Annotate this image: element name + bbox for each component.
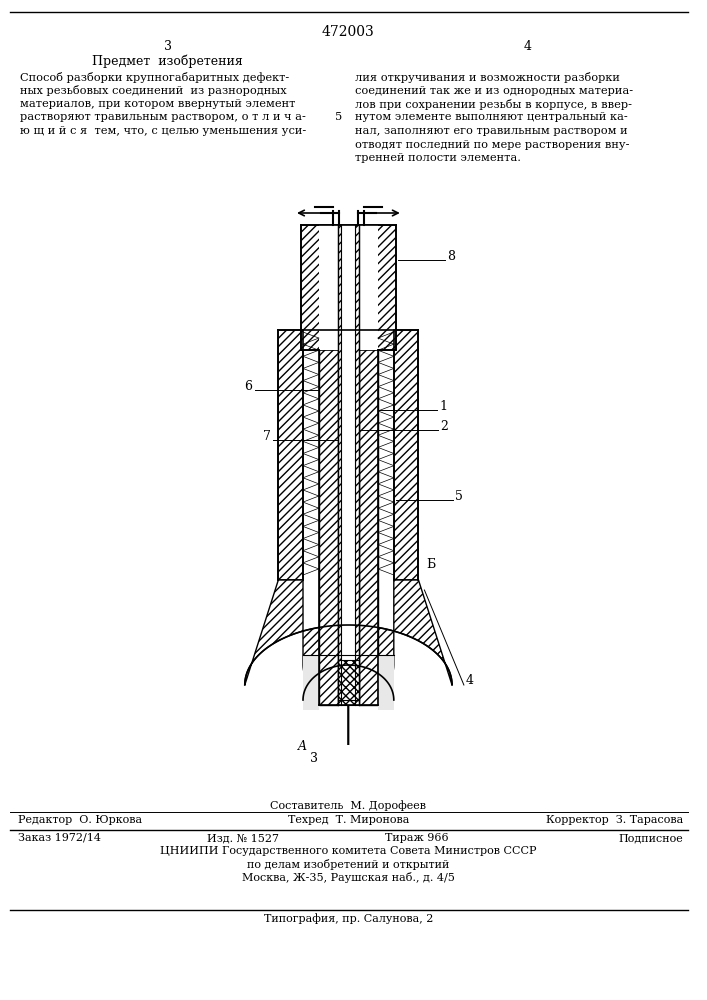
Text: ЦНИИПИ Государственного комитета Совета Министров СССР: ЦНИИПИ Государственного комитета Совета …: [160, 846, 537, 856]
Polygon shape: [319, 225, 337, 350]
Text: Изд. № 1527: Изд. № 1527: [207, 833, 279, 843]
Text: Предмет  изобретения: Предмет изобретения: [93, 54, 243, 68]
Polygon shape: [245, 580, 349, 745]
Text: Подписное: Подписное: [618, 833, 683, 843]
Polygon shape: [279, 330, 303, 580]
Text: 2: 2: [440, 420, 448, 432]
Polygon shape: [356, 225, 359, 700]
Text: Б: Б: [426, 558, 436, 572]
Polygon shape: [303, 655, 319, 710]
Polygon shape: [341, 225, 356, 700]
Text: нал, заполняют его травильным раствором и: нал, заполняют его травильным раствором …: [356, 126, 628, 136]
Text: по делам изобретений и открытий: по делам изобретений и открытий: [247, 859, 450, 870]
Text: ных резьбовых соединений  из разнородных: ных резьбовых соединений из разнородных: [20, 86, 286, 97]
Polygon shape: [319, 225, 337, 705]
Polygon shape: [394, 330, 419, 580]
Text: отводят последний по мере растворения вну-: отводят последний по мере растворения вн…: [356, 139, 630, 149]
Text: 4: 4: [524, 40, 532, 53]
Polygon shape: [378, 655, 394, 710]
Text: 5: 5: [455, 489, 463, 502]
Polygon shape: [359, 225, 378, 705]
Polygon shape: [337, 660, 359, 705]
Text: Составитель  М. Дорофеев: Составитель М. Дорофеев: [270, 800, 426, 811]
Text: Тираж 966: Тираж 966: [385, 833, 448, 843]
Polygon shape: [349, 580, 452, 745]
Text: 4: 4: [466, 674, 474, 688]
Text: лия откручивания и возможности разборки: лия откручивания и возможности разборки: [356, 72, 620, 83]
Text: Типография, пр. Салунова, 2: Типография, пр. Салунова, 2: [264, 913, 433, 924]
Text: растворяют травильным раствором, о т л и ч а-: растворяют травильным раствором, о т л и…: [20, 112, 305, 122]
Text: Техред  Т. Миронова: Техред Т. Миронова: [288, 815, 409, 825]
Text: 7: 7: [262, 430, 271, 442]
Polygon shape: [319, 225, 378, 350]
Text: лов при сохранении резьбы в корпусе, в ввер-: лов при сохранении резьбы в корпусе, в в…: [356, 99, 632, 110]
Text: Способ разборки крупногабаритных дефект-: Способ разборки крупногабаритных дефект-: [20, 72, 289, 83]
Text: 6: 6: [244, 379, 252, 392]
Text: 8: 8: [447, 249, 455, 262]
Text: Корректор  З. Тарасова: Корректор З. Тарасова: [546, 815, 683, 825]
Text: материалов, при котором ввернутый элемент: материалов, при котором ввернутый элемен…: [20, 99, 295, 109]
Text: Заказ 1972/14: Заказ 1972/14: [18, 833, 101, 843]
Text: 3: 3: [310, 752, 318, 765]
Polygon shape: [337, 225, 341, 700]
Text: Редактор  О. Юркова: Редактор О. Юркова: [18, 815, 142, 825]
Text: 472003: 472003: [322, 25, 375, 39]
Text: соединений так же и из однородных материа-: соединений так же и из однородных матери…: [356, 86, 633, 96]
Text: 5: 5: [335, 112, 342, 122]
Text: Москва, Ж-35, Раушская наб., д. 4/5: Москва, Ж-35, Раушская наб., д. 4/5: [242, 872, 455, 883]
Text: 1: 1: [439, 399, 448, 412]
Polygon shape: [359, 225, 378, 350]
Text: тренней полости элемента.: тренней полости элемента.: [356, 153, 521, 163]
Text: ю щ и й с я  тем, что, с целью уменьшения уси-: ю щ и й с я тем, что, с целью уменьшения…: [20, 126, 306, 136]
Text: A: A: [298, 740, 307, 753]
Text: нутом элементе выполняют центральный ка-: нутом элементе выполняют центральный ка-: [356, 112, 628, 122]
Polygon shape: [301, 225, 396, 350]
Text: 3: 3: [164, 40, 172, 53]
